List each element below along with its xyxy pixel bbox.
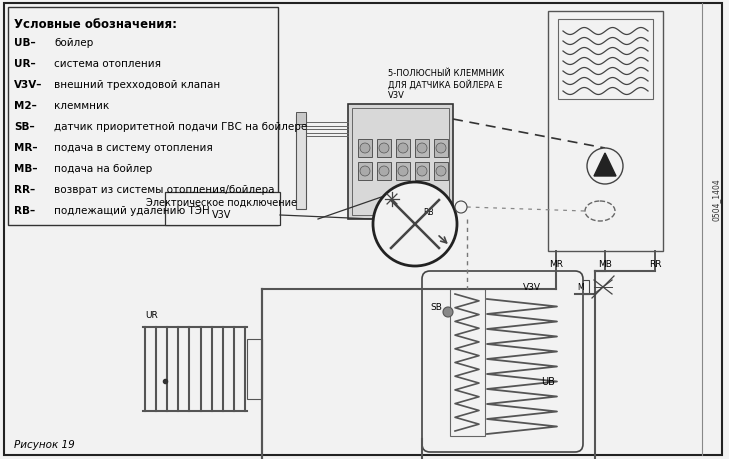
FancyBboxPatch shape (434, 162, 448, 180)
Text: RB: RB (423, 207, 434, 217)
Circle shape (417, 167, 427, 177)
FancyBboxPatch shape (377, 162, 391, 180)
Text: UR: UR (145, 310, 157, 319)
Circle shape (398, 144, 408, 154)
FancyBboxPatch shape (396, 162, 410, 180)
FancyBboxPatch shape (165, 193, 280, 225)
Text: M2–: M2– (14, 101, 36, 111)
FancyBboxPatch shape (296, 115, 306, 210)
FancyBboxPatch shape (558, 20, 653, 100)
Circle shape (455, 202, 467, 213)
FancyBboxPatch shape (415, 140, 429, 157)
Text: система отопления: система отопления (54, 59, 161, 69)
Text: UB–: UB– (14, 38, 36, 48)
Polygon shape (594, 154, 616, 177)
Text: V3V: V3V (523, 283, 541, 292)
Ellipse shape (585, 202, 615, 222)
FancyBboxPatch shape (377, 140, 391, 157)
FancyBboxPatch shape (434, 140, 448, 157)
Circle shape (417, 144, 427, 154)
FancyBboxPatch shape (358, 162, 372, 180)
Text: подача на бойлер: подача на бойлер (54, 164, 152, 174)
Text: RR: RR (649, 259, 661, 269)
Circle shape (398, 167, 408, 177)
FancyBboxPatch shape (548, 12, 663, 252)
FancyBboxPatch shape (573, 280, 589, 294)
FancyBboxPatch shape (422, 271, 583, 452)
Text: Условные обозначения:: Условные обозначения: (14, 18, 177, 31)
Text: RR–: RR– (14, 185, 35, 195)
FancyBboxPatch shape (8, 8, 278, 225)
Circle shape (379, 167, 389, 177)
Text: RB–: RB– (14, 206, 35, 216)
Text: 5-ПОЛЮСНЫЙ КЛЕММНИК
ДЛЯ ДАТЧИКА БОЙЛЕРА Е
V3V: 5-ПОЛЮСНЫЙ КЛЕММНИК ДЛЯ ДАТЧИКА БОЙЛЕРА … (388, 69, 504, 100)
Text: MR: MR (549, 259, 563, 269)
FancyBboxPatch shape (247, 339, 262, 399)
Circle shape (436, 144, 446, 154)
FancyBboxPatch shape (450, 289, 485, 436)
Circle shape (373, 183, 457, 266)
Text: M: M (577, 283, 585, 292)
Text: V3V–: V3V– (14, 80, 42, 90)
Text: бойлер: бойлер (54, 38, 93, 48)
FancyBboxPatch shape (4, 4, 722, 455)
Text: Рисунок 19: Рисунок 19 (14, 439, 75, 449)
FancyBboxPatch shape (396, 140, 410, 157)
Text: MR–: MR– (14, 143, 37, 153)
Text: UR–: UR– (14, 59, 36, 69)
Circle shape (360, 167, 370, 177)
Text: внешний трехходовой клапан: внешний трехходовой клапан (54, 80, 220, 90)
Circle shape (443, 308, 453, 317)
FancyBboxPatch shape (348, 105, 453, 219)
Text: подача в систему отопления: подача в систему отопления (54, 143, 213, 153)
FancyBboxPatch shape (358, 140, 372, 157)
Circle shape (360, 144, 370, 154)
Circle shape (587, 149, 623, 185)
Text: датчик приоритетной подачи ГВС на бойлере: датчик приоритетной подачи ГВС на бойлер… (54, 122, 307, 132)
Text: подлежащий удалению ТЭН: подлежащий удалению ТЭН (54, 206, 210, 216)
FancyBboxPatch shape (296, 113, 306, 125)
Circle shape (436, 167, 446, 177)
Text: SB–: SB– (14, 122, 34, 132)
FancyBboxPatch shape (352, 109, 449, 216)
Circle shape (379, 144, 389, 154)
Text: MB: MB (598, 259, 612, 269)
Text: UB: UB (541, 376, 555, 386)
Text: SB: SB (430, 302, 442, 311)
Text: возврат из системы отопления/бойлера: возврат из системы отопления/бойлера (54, 185, 275, 195)
Text: клеммник: клеммник (54, 101, 109, 111)
Text: Электрическое подключение
V3V: Электрическое подключение V3V (147, 198, 297, 219)
Text: MB–: MB– (14, 164, 37, 174)
FancyBboxPatch shape (415, 162, 429, 180)
Text: 0504_1404: 0504_1404 (712, 178, 720, 221)
